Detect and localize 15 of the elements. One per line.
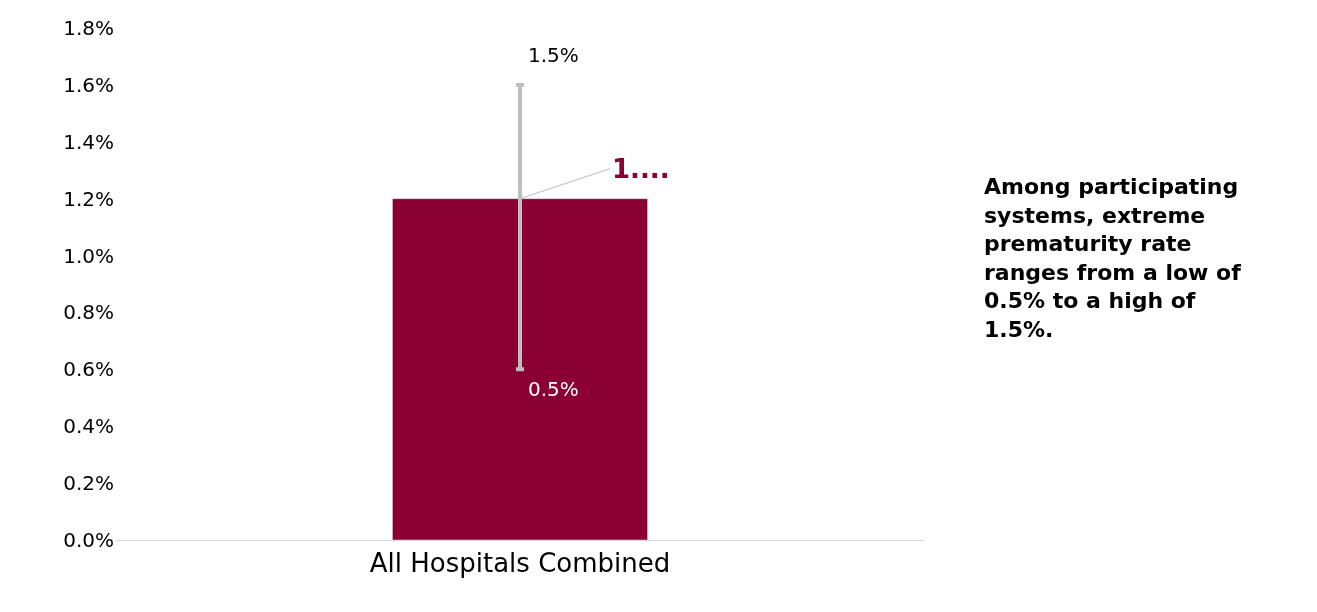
y-tick-label: 0.6% xyxy=(63,357,114,382)
y-tick-label: 0.2% xyxy=(63,471,114,496)
y-tick-label: 1.4% xyxy=(63,129,114,154)
annotation: 1.5% xyxy=(528,43,579,67)
y-tick-label: 1.0% xyxy=(63,243,114,268)
text: Among participating systems, extreme prematurity rate ranges from a low of 0.5% to a high of 1.5%. xyxy=(984,174,1242,342)
y-tick-label: 0.4% xyxy=(63,414,114,439)
x-tick-label: All Hospitals Combined xyxy=(369,548,671,579)
annotation: 0.5% xyxy=(528,377,579,401)
y-tick-label: 1.8% xyxy=(63,16,114,40)
y-tick-label: 1.6% xyxy=(63,72,114,97)
data-label: 1.... xyxy=(612,154,670,184)
y-tick-label: 1.2% xyxy=(63,186,114,211)
y-tick-label: 0.0% xyxy=(63,528,114,552)
y-tick-label: 0.8% xyxy=(63,300,114,325)
